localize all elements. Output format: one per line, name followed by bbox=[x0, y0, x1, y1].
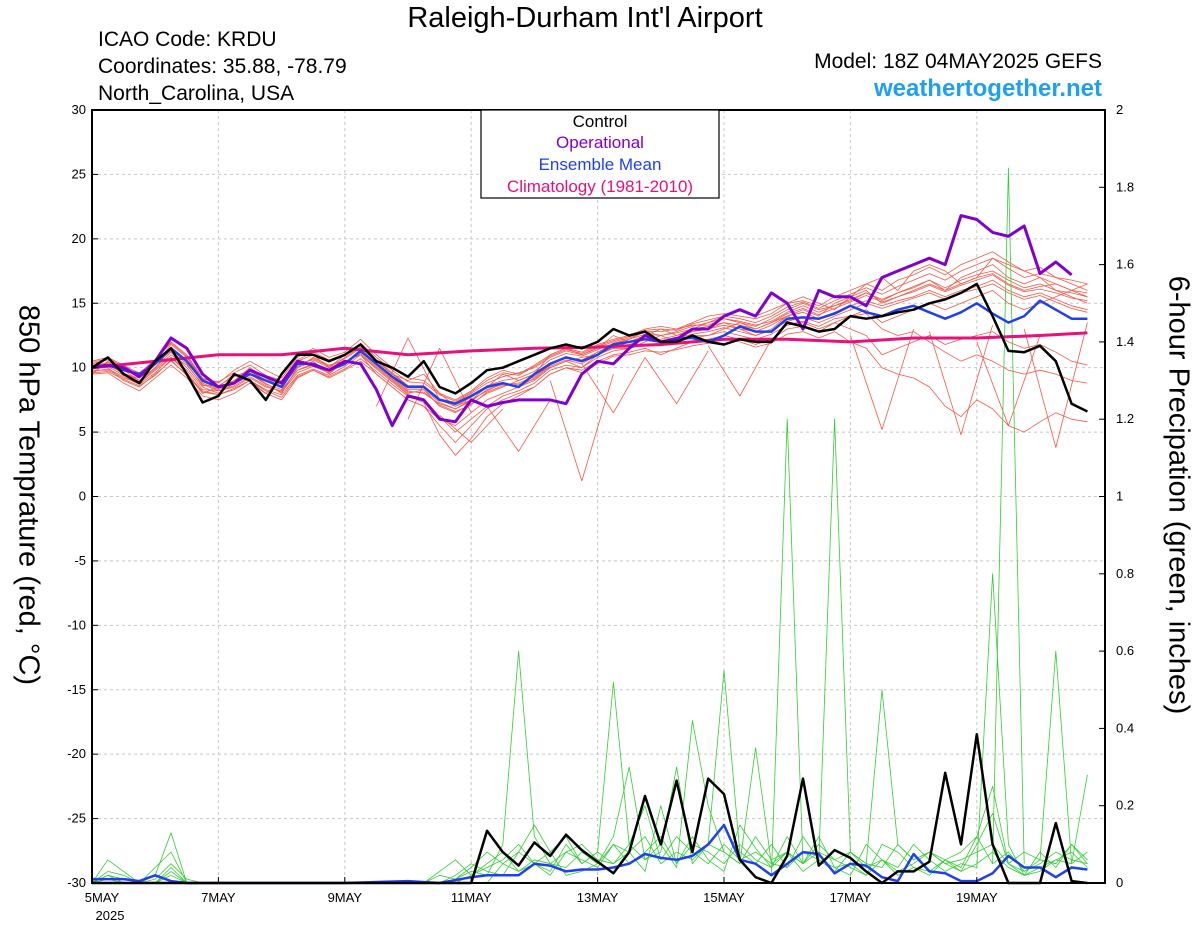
y-tick-left: 5 bbox=[79, 424, 86, 439]
precipitation-member-line bbox=[91, 689, 1088, 884]
y-tick-right: 1.2 bbox=[1116, 411, 1134, 426]
temperature-member-line bbox=[91, 313, 1088, 433]
y-tick-left: 20 bbox=[72, 231, 86, 246]
operational-line bbox=[91, 214, 1073, 428]
y-tick-right: 0.4 bbox=[1116, 720, 1134, 735]
temperature-member-line bbox=[92, 257, 1088, 407]
temperature-member-line bbox=[91, 273, 1088, 403]
precipitation-member-line bbox=[992, 167, 1025, 864]
temperature-member-line bbox=[549, 373, 614, 482]
y-tick-right: 1 bbox=[1116, 489, 1123, 504]
region: North_Carolina, USA bbox=[98, 82, 295, 105]
y-tick-right: 0 bbox=[1116, 875, 1123, 890]
temperature-member-line bbox=[91, 279, 1088, 410]
temperature-member-line bbox=[91, 257, 1088, 402]
temperature-member-line bbox=[929, 325, 993, 436]
axis-ticks: 302520151050-5-10-15-20-25-3021.81.61.41… bbox=[67, 102, 1134, 923]
y-tick-right: 0.6 bbox=[1116, 643, 1134, 658]
x-year-label: 2025 bbox=[96, 908, 125, 923]
grid-lines bbox=[91, 109, 1105, 884]
x-tick-label: 5MAY bbox=[85, 890, 120, 905]
y-tick-right: 0.8 bbox=[1116, 566, 1134, 581]
temperature-ensemble-mean-line bbox=[91, 299, 1088, 405]
legend-operational: Operational bbox=[556, 133, 644, 152]
x-tick-label: 11MAY bbox=[451, 890, 492, 905]
temperature-member-line bbox=[92, 270, 1088, 410]
main-series bbox=[91, 214, 1088, 885]
coordinates: Coordinates: 35.88, -78.79 bbox=[98, 55, 347, 78]
precipitation-members bbox=[91, 167, 1088, 884]
y-tick-left: -10 bbox=[67, 617, 86, 632]
temperature-member-line bbox=[376, 337, 440, 407]
temperature-member-line bbox=[91, 331, 1088, 456]
precipitation-member-line bbox=[91, 573, 1088, 884]
temperature-member-line bbox=[850, 328, 914, 430]
climatology-line bbox=[91, 331, 1088, 370]
precipitation-member-line bbox=[91, 650, 1088, 884]
temperature-member-line bbox=[486, 399, 551, 452]
precipitation-control-line bbox=[92, 732, 1088, 885]
x-tick-label: 13MAY bbox=[577, 890, 619, 905]
model-run: Model: 18Z 04MAY2025 GEFS bbox=[814, 50, 1102, 73]
x-tick-label: 19MAY bbox=[956, 890, 998, 905]
y-tick-left: 30 bbox=[72, 102, 86, 117]
x-tick-label: 9MAY bbox=[328, 890, 363, 905]
y-tick-right: 2 bbox=[1116, 102, 1123, 117]
temperature-member-line bbox=[707, 339, 772, 397]
precipitation-member-line bbox=[91, 670, 1088, 884]
y-tick-left: 15 bbox=[72, 295, 86, 310]
icao-code: ICAO Code: KRDU bbox=[98, 28, 277, 51]
temperature-member-line bbox=[976, 335, 1041, 426]
legend: Control Operational Ensemble Mean Climat… bbox=[480, 109, 720, 199]
y-tick-right: 0.2 bbox=[1116, 798, 1134, 813]
temperature-member-line bbox=[581, 357, 646, 414]
precipitation-ensemble-mean-line bbox=[92, 823, 1088, 885]
legend-control: Control bbox=[573, 112, 628, 131]
temperature-control-line bbox=[91, 282, 1088, 413]
y-tick-left: -25 bbox=[67, 811, 86, 826]
x-tick-label: 15MAY bbox=[703, 890, 745, 905]
legend-box bbox=[480, 109, 720, 199]
temperature-member-line bbox=[644, 350, 709, 405]
y-tick-left: -30 bbox=[67, 875, 86, 890]
y-tick-right: 1.8 bbox=[1116, 179, 1134, 194]
x-tick-label: 17MAY bbox=[830, 890, 872, 905]
legend-ensemble-mean: Ensemble Mean bbox=[539, 155, 662, 174]
y-tick-left: 25 bbox=[72, 166, 86, 181]
temperature-member-line bbox=[439, 408, 504, 443]
site-link[interactable]: weathertogether.net bbox=[873, 75, 1102, 102]
y-tick-left: -20 bbox=[67, 746, 86, 761]
y-tick-left: 10 bbox=[72, 360, 86, 375]
y-tick-right: 1.4 bbox=[1116, 334, 1134, 349]
precipitation-member-line bbox=[771, 418, 804, 876]
temperature-member-line bbox=[1023, 322, 1088, 448]
y-tick-left: -15 bbox=[67, 682, 86, 697]
y-tick-left: -5 bbox=[74, 553, 86, 568]
legend-climatology: Climatology (1981-2010) bbox=[507, 177, 693, 196]
y-tick-right: 1.6 bbox=[1116, 257, 1134, 272]
x-tick-label: 7MAY bbox=[201, 890, 236, 905]
chart-title: Raleigh-Durham Int'l Airport bbox=[407, 2, 763, 34]
y-tick-left: 0 bbox=[79, 489, 86, 504]
